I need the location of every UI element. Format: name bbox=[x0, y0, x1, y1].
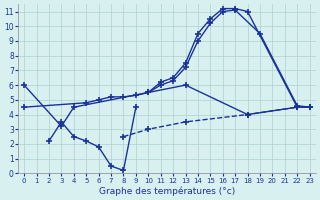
X-axis label: Graphe des températures (°c): Graphe des températures (°c) bbox=[99, 186, 235, 196]
